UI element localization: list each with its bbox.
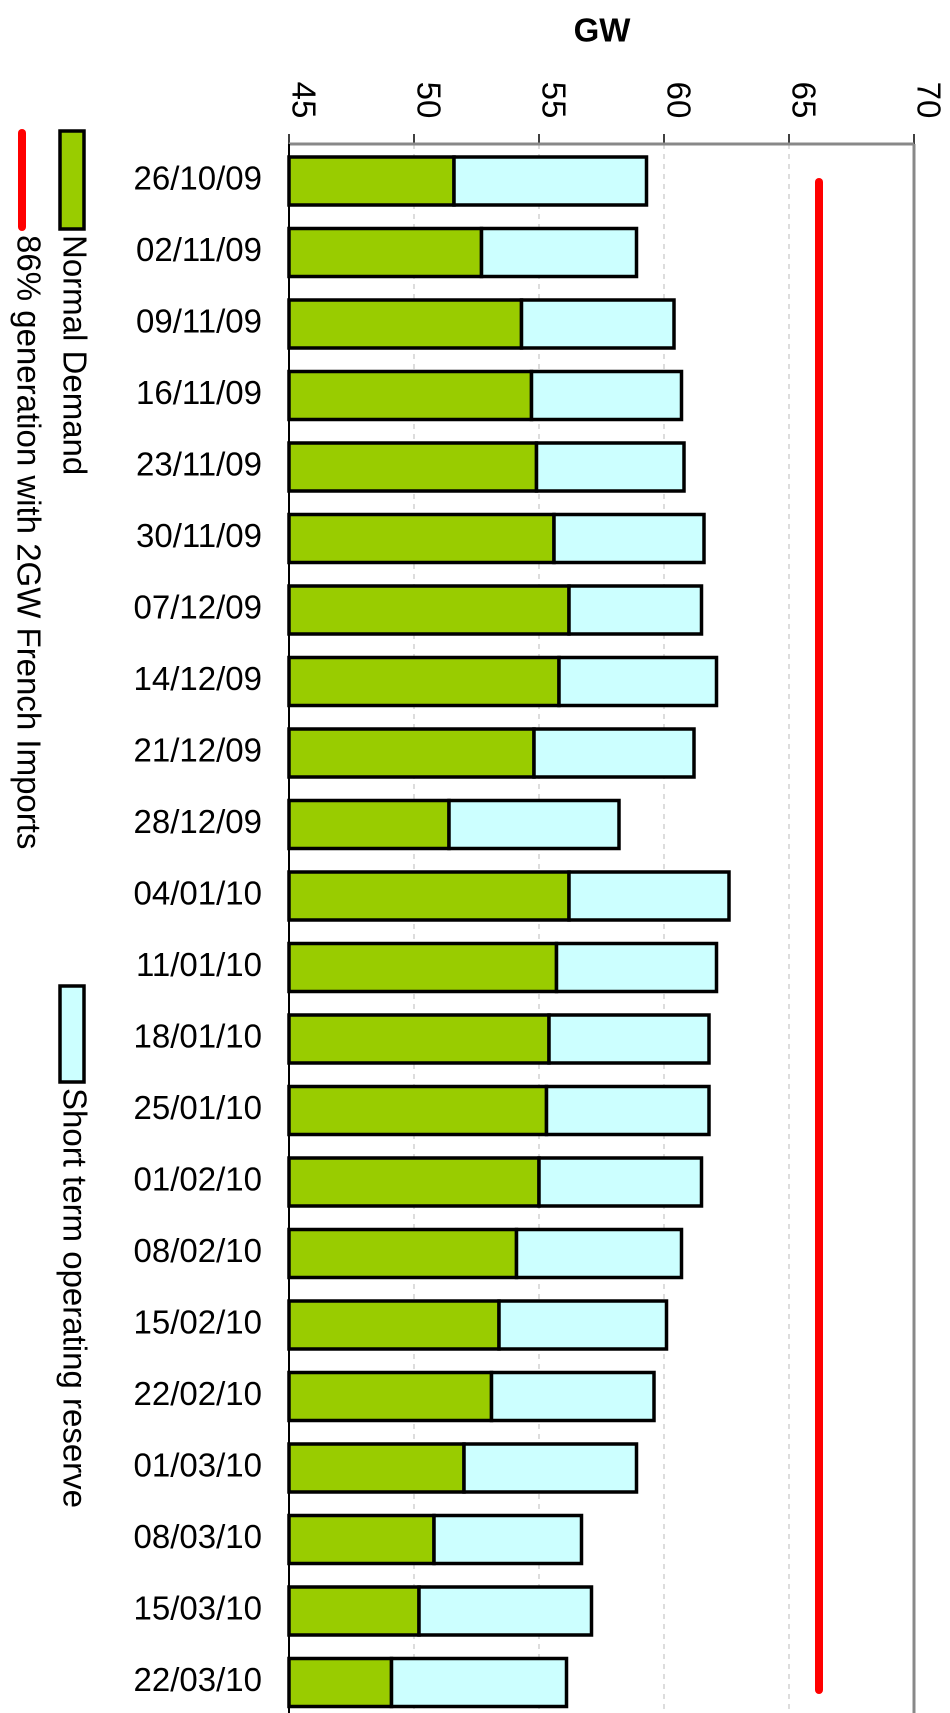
bar-segment — [447, 798, 621, 851]
y-tick-label: 08/03/10 — [134, 1518, 262, 1555]
bar-segment — [287, 1656, 394, 1709]
bar-segment — [452, 155, 649, 207]
bar-segment — [287, 870, 571, 922]
bar-segment — [462, 1442, 639, 1494]
y-tick-label: 22/02/10 — [134, 1375, 262, 1412]
bar-segment — [287, 1013, 551, 1065]
legend-label: Normal Demand — [56, 235, 93, 475]
bar-segment — [567, 584, 704, 636]
y-tick-label: 09/11/09 — [136, 303, 262, 340]
bar-segment — [514, 1227, 684, 1280]
y-tick-label: 28/12/09 — [134, 803, 262, 840]
bar-segment — [497, 1299, 669, 1351]
y-tick-label: 23/11/09 — [136, 446, 262, 483]
y-tick-label: 02/11/09 — [136, 231, 262, 268]
bar-segment — [287, 1084, 549, 1137]
y-tick-label: 16/11/09 — [136, 374, 262, 411]
bar-segment — [287, 1370, 494, 1423]
bar-segment — [287, 655, 561, 708]
y-tick-label: 26/10/09 — [134, 160, 262, 197]
x-tick-label: 70 — [910, 82, 947, 119]
bar-segment — [287, 1442, 466, 1494]
legend-label: Short term operating reserve — [56, 1088, 93, 1508]
bar-segment — [567, 870, 731, 922]
y-tick-label: 22/03/10 — [134, 1661, 262, 1698]
x-tick-label: 55 — [535, 82, 572, 119]
bar-segment — [417, 1585, 594, 1637]
bar-segment — [287, 798, 451, 851]
legend-swatch — [58, 984, 86, 1084]
bar-segment — [287, 155, 456, 207]
bar-segment — [287, 1227, 519, 1280]
legend-swatch — [58, 129, 86, 231]
y-tick-label: 08/02/10 — [134, 1232, 262, 1269]
y-tick-label: 25/01/10 — [134, 1089, 262, 1126]
bar-segment — [287, 1299, 501, 1351]
x-tick-label: 60 — [660, 82, 697, 119]
bar-segment — [529, 369, 684, 422]
y-tick-label: 01/03/10 — [134, 1447, 262, 1484]
bar-segment — [552, 512, 706, 565]
y-tick-label: 15/02/10 — [134, 1304, 262, 1341]
bar-segment — [287, 226, 484, 279]
x-tick-label: 65 — [785, 82, 822, 119]
bar-segment — [287, 727, 536, 779]
bar-segment — [432, 1513, 584, 1566]
bar-segment — [287, 512, 556, 565]
y-tick-label: 07/12/09 — [134, 589, 262, 626]
y-tick-label: 30/11/09 — [136, 517, 262, 554]
bar-segment — [287, 1156, 541, 1208]
bar-segment — [489, 1370, 656, 1423]
bar-segment — [519, 298, 676, 350]
x-tick-label: 45 — [285, 82, 322, 119]
bar-segment — [532, 727, 696, 779]
bar-segment — [547, 1013, 711, 1065]
y-tick-label: 04/01/10 — [134, 875, 262, 912]
bar-segment — [287, 369, 534, 422]
y-tick-label: 21/12/09 — [134, 732, 262, 769]
bar-segment — [389, 1656, 569, 1709]
bar-segment — [287, 441, 539, 493]
x-tick-label: 50 — [410, 82, 447, 119]
y-tick-label: 15/03/10 — [134, 1590, 262, 1627]
bar-segment — [544, 1084, 711, 1137]
y-tick-label: 14/12/09 — [134, 660, 262, 697]
bar-segment — [287, 941, 559, 994]
x-axis-title: GW — [574, 12, 632, 49]
y-tick-label: 18/01/10 — [134, 1018, 262, 1055]
bar-segment — [287, 1585, 421, 1637]
legend-label: 86% generation with 2GW French Imports — [10, 235, 47, 849]
bar-segment — [537, 1156, 704, 1208]
bar-segment — [287, 1513, 436, 1566]
bar-segment — [287, 584, 571, 636]
bar-segment — [554, 941, 719, 994]
bar-segment — [287, 298, 524, 350]
bar-segment — [534, 441, 686, 493]
y-tick-label: 11/01/10 — [136, 946, 262, 983]
bar-segment — [557, 655, 719, 708]
bar-segment — [479, 226, 639, 279]
y-tick-label: 01/02/10 — [134, 1161, 262, 1198]
